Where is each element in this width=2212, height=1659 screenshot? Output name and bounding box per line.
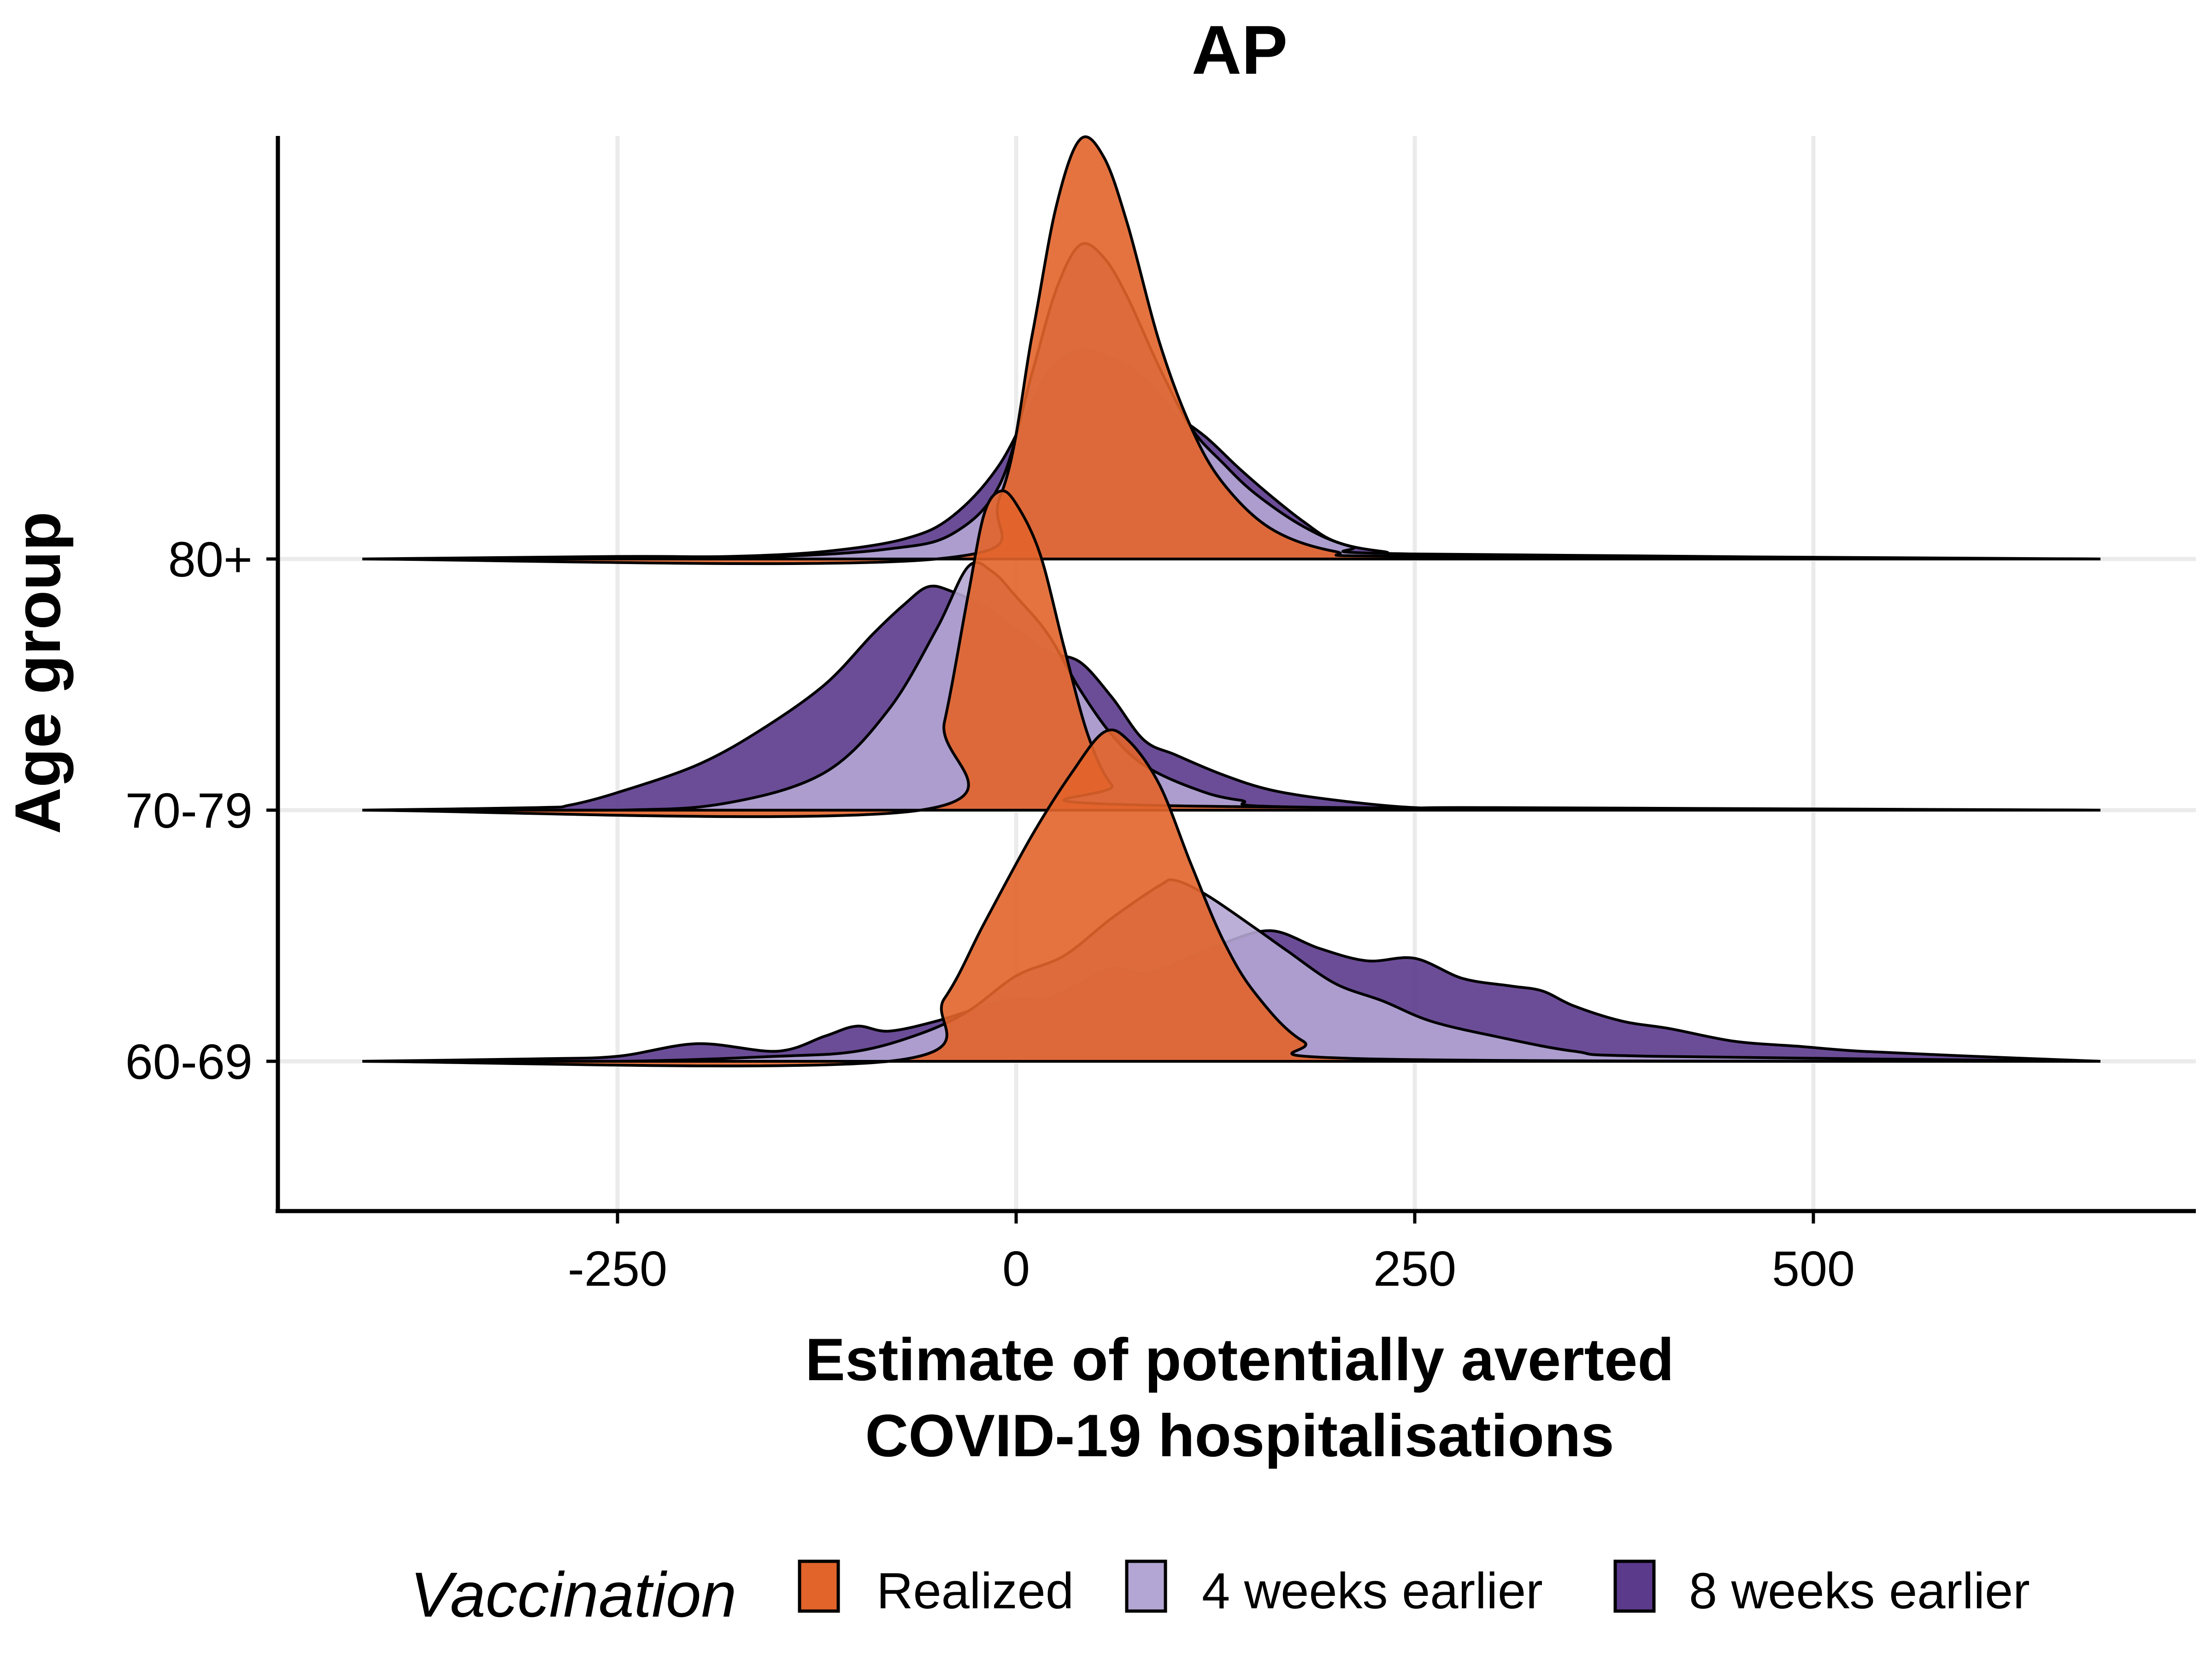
legend-title: Vaccination <box>410 1559 736 1630</box>
legend-label-realized: Realized <box>877 1563 1074 1619</box>
ridge-group-80+ <box>362 135 2100 565</box>
chart-title: AP <box>1192 11 1288 88</box>
x-tick-label-0: -250 <box>568 1241 667 1296</box>
ridge-outline-8-weeks-earlier-70-79 <box>362 584 2100 812</box>
x-axis-label-line-1: Estimate of potentially averted <box>805 1326 1674 1393</box>
legend-swatch-8-weeks-earlier <box>1613 1559 1656 1613</box>
ridges-layer <box>362 135 2100 1068</box>
y-tick-label-60-69: 60-69 <box>125 1034 253 1089</box>
y-axis-ticks: 60-69 70-79 80+ <box>125 531 278 1089</box>
ridge-outline-4-weeks-earlier-70-79 <box>362 561 2100 812</box>
x-tick-label-1: 0 <box>1002 1241 1030 1296</box>
legend: Vaccination Realized 4 weeks earlier 8 w… <box>410 1559 2030 1630</box>
ridge-outline-realized-60-69 <box>362 728 2100 1068</box>
x-tick-label-3: 500 <box>1772 1241 1855 1296</box>
ridge-area-4-weeks-earlier-70-79 <box>362 562 2100 811</box>
ridge-group-60-69 <box>362 728 2100 1068</box>
x-tick-label-2: 250 <box>1373 1241 1456 1296</box>
y-axis-label: Age group <box>1 512 74 834</box>
ridge-area-realized-80+ <box>362 136 2100 564</box>
ridge-area-8-weeks-earlier-70-79 <box>362 586 2100 810</box>
x-axis-ticks: -250 0 250 500 <box>568 1211 1855 1296</box>
ridge-group-70-79 <box>362 489 2100 818</box>
legend-label-8-weeks-earlier: 8 weeks earlier <box>1689 1563 2030 1619</box>
legend-swatch-4-weeks-earlier <box>1125 1559 1167 1613</box>
ridge-area-realized-60-69 <box>362 729 2100 1066</box>
y-tick-label-70-79: 70-79 <box>125 782 253 838</box>
legend-label-4-weeks-earlier: 4 weeks earlier <box>1202 1563 1543 1619</box>
y-tick-label-80+: 80+ <box>168 531 253 587</box>
ridge-outline-realized-70-79 <box>362 489 2100 818</box>
legend-swatch-realized <box>798 1559 840 1613</box>
x-axis-label-line-2: COVID-19 hospitalisations <box>865 1402 1614 1469</box>
